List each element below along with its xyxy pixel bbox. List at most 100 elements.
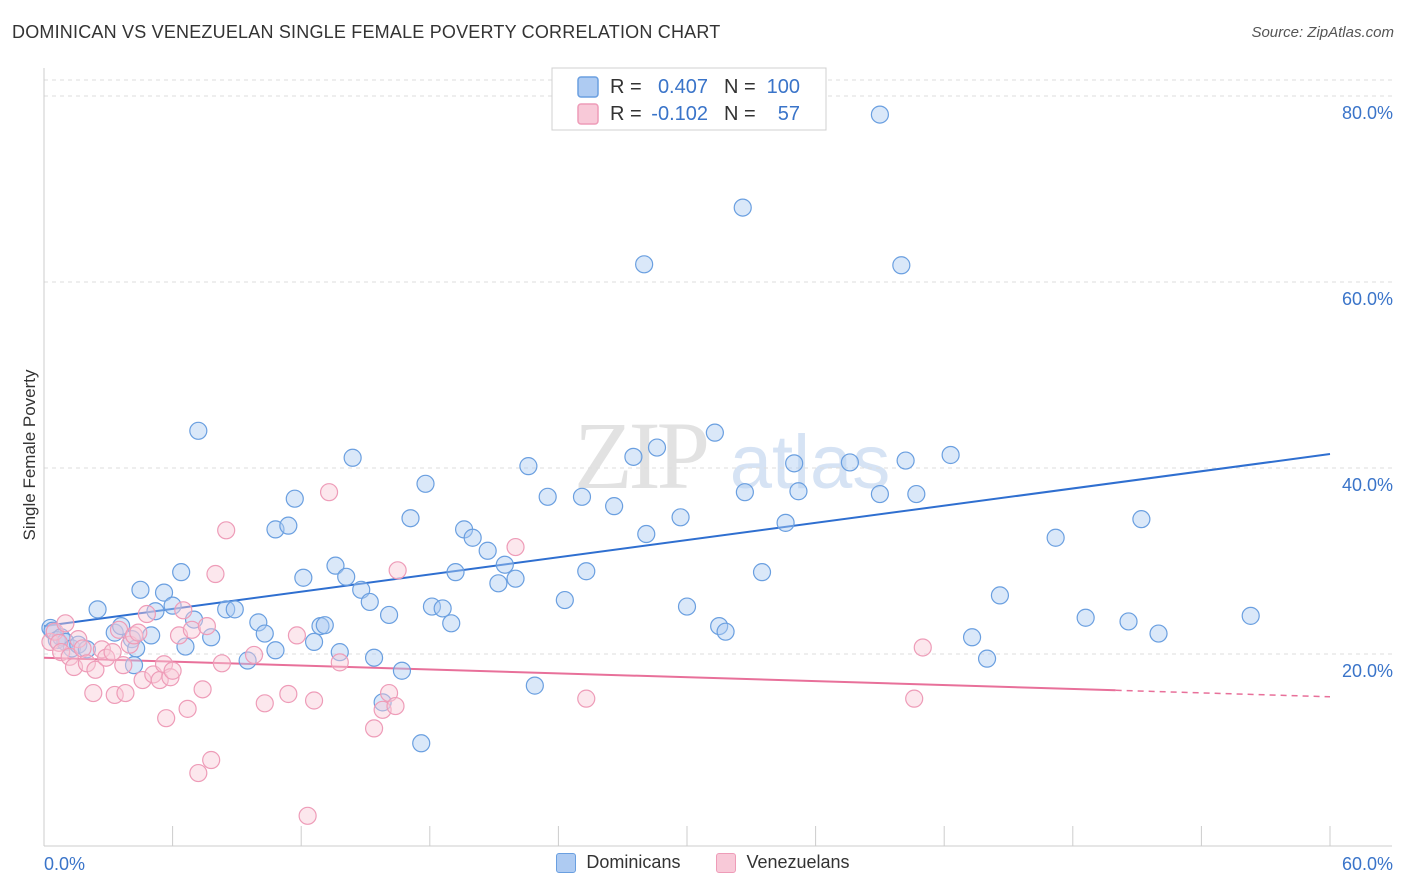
point-venezuelans — [86, 660, 105, 679]
point-dominicans — [279, 516, 298, 535]
point-venezuelans — [319, 483, 339, 502]
point-dominicans — [1149, 624, 1168, 643]
point-venezuelans — [193, 680, 212, 699]
point-dominicans — [163, 596, 182, 615]
point-dominicans — [677, 597, 697, 616]
legend-n-label: N = — [724, 76, 756, 98]
point-venezuelans — [137, 604, 156, 624]
point-dominicans — [294, 568, 313, 587]
point-venezuelans — [913, 638, 932, 657]
point-dominicans — [962, 628, 982, 647]
y-tick-label-60: 60.0% — [1342, 289, 1393, 309]
point-venezuelans — [84, 683, 103, 703]
point-dominicans — [401, 509, 420, 528]
point-venezuelans — [244, 645, 264, 665]
axes — [43, 68, 1392, 847]
point-dominicans — [364, 648, 384, 667]
point-dominicans — [870, 105, 890, 124]
point-dominicans — [538, 487, 557, 506]
y-tick-label-80: 80.0% — [1342, 103, 1393, 123]
point-venezuelans — [212, 654, 231, 673]
legend-item-dominicans: Dominicans — [556, 852, 680, 873]
point-dominicans — [176, 637, 195, 656]
point-dominicans — [88, 600, 107, 619]
point-dominicans — [392, 661, 412, 680]
watermark: ZIP atlas — [574, 402, 890, 509]
point-dominicans — [442, 614, 461, 633]
data-points — [41, 105, 1260, 825]
point-venezuelans — [56, 614, 75, 633]
point-dominicans — [735, 483, 754, 502]
point-dominicans — [977, 649, 997, 668]
point-venezuelans — [116, 683, 135, 703]
legend-swatch-dominicans — [556, 852, 577, 873]
point-dominicans — [572, 487, 592, 506]
point-dominicans — [605, 497, 624, 516]
trend-line-extension-venezuelans — [1115, 689, 1331, 698]
point-dominicans — [330, 643, 349, 662]
legend-n-value: 57 — [778, 103, 800, 125]
point-venezuelans — [330, 653, 349, 672]
point-venezuelans — [298, 806, 317, 825]
grid-lines — [44, 79, 1392, 655]
point-dominicans — [840, 453, 859, 472]
point-venezuelans — [178, 699, 197, 718]
point-dominicans — [635, 255, 654, 274]
point-dominicans — [555, 590, 574, 610]
point-dominicans — [326, 556, 345, 575]
x-tick-label-left: 0.0% — [44, 854, 85, 874]
legend-swatch-venezuelans — [577, 103, 599, 125]
legend-n-value: 100 — [767, 76, 800, 98]
point-dominicans — [202, 628, 221, 647]
point-dominicans — [647, 438, 667, 457]
legend-r-label: R = — [610, 76, 642, 98]
point-dominicans — [1132, 510, 1151, 529]
point-venezuelans — [129, 623, 148, 642]
point-dominicans — [495, 555, 514, 574]
point-venezuelans — [197, 616, 216, 636]
legend-r-value: 0.407 — [658, 76, 708, 98]
point-dominicans — [907, 484, 926, 504]
y-tick-label-20: 20.0% — [1342, 661, 1393, 681]
trend-line-venezuelans — [43, 656, 1116, 692]
point-dominicans — [285, 489, 304, 508]
point-dominicans — [478, 541, 497, 560]
correlation-legend: R = 0.407 N = 100 R = -0.102 N = 57 — [551, 67, 827, 131]
point-dominicans — [337, 567, 356, 586]
point-venezuelans — [577, 689, 596, 708]
point-dominicans — [789, 482, 808, 501]
point-dominicans — [315, 616, 334, 635]
point-dominicans — [1046, 528, 1065, 547]
point-venezuelans — [92, 640, 111, 659]
legend-r-value: -0.102 — [651, 103, 708, 125]
point-dominicans — [519, 457, 538, 476]
point-venezuelans — [189, 763, 208, 783]
trend-line-dominicans — [43, 453, 1331, 628]
point-dominicans — [412, 734, 431, 753]
point-dominicans — [1241, 606, 1260, 625]
point-venezuelans — [52, 643, 71, 662]
point-venezuelans — [287, 626, 307, 645]
point-dominicans — [671, 508, 690, 527]
point-dominicans — [360, 592, 379, 612]
point-venezuelans — [73, 639, 92, 658]
point-dominicans — [446, 563, 465, 582]
point-dominicans — [896, 451, 915, 470]
point-dominicans — [124, 656, 144, 675]
x-tick-labels: 0.0% 60.0% — [44, 854, 1393, 874]
point-dominicans — [577, 562, 596, 581]
point-venezuelans — [388, 561, 407, 580]
point-dominicans — [941, 445, 960, 465]
point-venezuelans — [905, 689, 924, 708]
point-venezuelans — [69, 630, 88, 649]
point-dominicans — [506, 569, 525, 588]
point-venezuelans — [279, 684, 298, 704]
legend-swatch-dominicans — [577, 76, 599, 98]
point-dominicans — [785, 454, 804, 473]
point-dominicans — [131, 580, 150, 599]
point-dominicans — [255, 624, 274, 643]
point-dominicans — [892, 256, 911, 275]
legend-label-venezuelans: Venezuelans — [746, 852, 850, 872]
point-venezuelans — [103, 643, 122, 662]
legend-item-venezuelans: Venezuelans — [716, 852, 850, 873]
